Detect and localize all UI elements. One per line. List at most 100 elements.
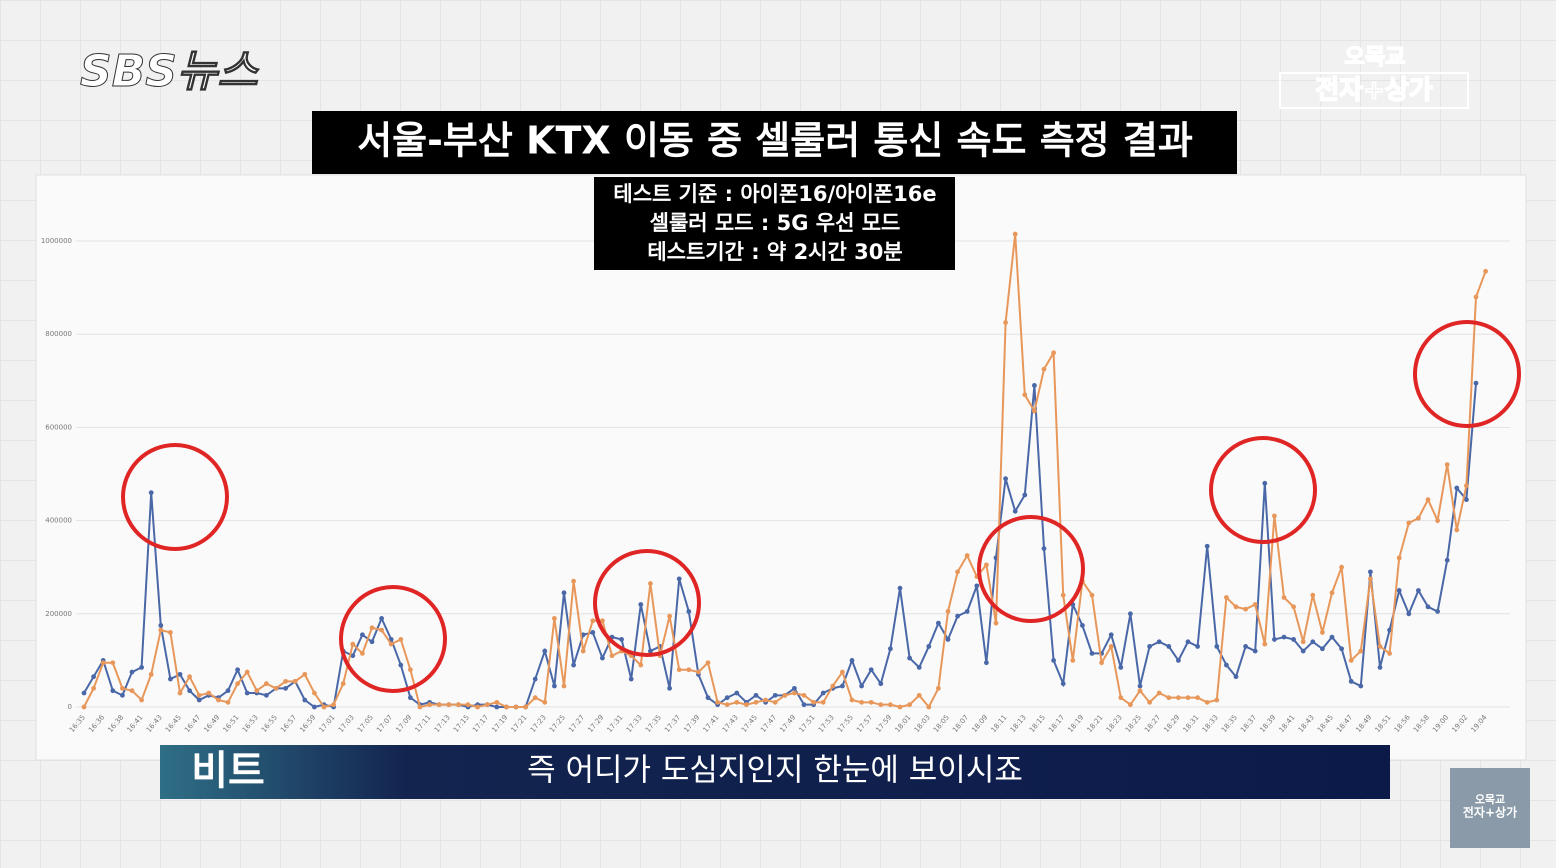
data-point bbox=[1377, 644, 1383, 649]
data-point bbox=[340, 681, 346, 687]
data-point bbox=[196, 697, 202, 703]
data-point bbox=[600, 655, 605, 661]
data-point bbox=[196, 692, 202, 698]
data-point bbox=[552, 616, 557, 621]
data-point bbox=[523, 704, 528, 710]
data-point bbox=[177, 671, 183, 677]
data-point bbox=[792, 685, 797, 691]
data-point bbox=[1060, 592, 1066, 598]
data-point bbox=[1281, 595, 1287, 600]
data-point bbox=[1185, 639, 1191, 645]
data-point bbox=[244, 669, 250, 675]
data-point bbox=[724, 695, 730, 701]
data-point bbox=[1406, 520, 1412, 526]
data-point bbox=[206, 690, 212, 696]
data-point bbox=[168, 630, 173, 635]
channel-name: 전자+상가 bbox=[1315, 76, 1433, 106]
data-point bbox=[177, 690, 183, 696]
data-point bbox=[628, 676, 634, 682]
data-point bbox=[542, 699, 548, 705]
data-point bbox=[772, 699, 778, 705]
data-point bbox=[1128, 702, 1133, 708]
data-point bbox=[1262, 641, 1268, 647]
data-point bbox=[926, 644, 932, 649]
data-point bbox=[1435, 609, 1440, 614]
data-point bbox=[897, 704, 903, 710]
data-point bbox=[705, 695, 711, 701]
highlight-circle bbox=[1209, 436, 1317, 544]
data-point bbox=[398, 662, 404, 668]
data-point bbox=[600, 618, 605, 624]
data-point bbox=[292, 678, 298, 684]
data-point bbox=[763, 697, 768, 703]
data-point bbox=[1368, 576, 1373, 582]
data-point bbox=[408, 695, 413, 701]
data-point bbox=[1156, 690, 1162, 696]
data-point bbox=[868, 667, 874, 673]
data-point bbox=[1060, 681, 1066, 687]
data-point bbox=[984, 660, 989, 666]
data-point bbox=[792, 690, 797, 696]
data-point bbox=[1358, 648, 1364, 654]
data-point bbox=[1041, 546, 1047, 551]
data-point bbox=[705, 660, 711, 666]
data-point bbox=[1396, 555, 1402, 561]
highlight-circle bbox=[593, 549, 701, 657]
y-tick-label: 1000000 bbox=[41, 237, 72, 245]
data-point bbox=[1310, 592, 1316, 598]
data-point bbox=[734, 690, 740, 696]
data-point bbox=[1204, 543, 1210, 549]
data-point bbox=[801, 692, 807, 698]
data-point bbox=[696, 669, 701, 675]
data-point bbox=[859, 683, 864, 689]
data-point bbox=[580, 648, 586, 654]
thumbnail bbox=[1450, 768, 1530, 848]
data-point bbox=[1185, 695, 1191, 701]
data-point bbox=[648, 648, 653, 654]
data-point bbox=[504, 704, 509, 710]
data-point bbox=[484, 702, 490, 708]
data-point bbox=[408, 667, 413, 673]
caption-text: 즉 어디가 도심지인지 한눈에 보이시죠 bbox=[527, 753, 1023, 789]
highlight-circle bbox=[339, 585, 447, 693]
data-point bbox=[561, 683, 567, 689]
data-point bbox=[811, 699, 816, 705]
data-point bbox=[91, 674, 96, 680]
data-point bbox=[1387, 627, 1392, 633]
data-point bbox=[945, 609, 951, 614]
data-point bbox=[1416, 588, 1421, 593]
data-point bbox=[388, 641, 394, 647]
data-point bbox=[1147, 699, 1152, 705]
data-point bbox=[830, 683, 836, 689]
data-point bbox=[648, 581, 653, 586]
subtitle: 셀룰러 모드 : 5G 우선 모드 bbox=[650, 211, 901, 235]
data-point bbox=[772, 692, 778, 698]
highlight-circle bbox=[977, 515, 1085, 623]
data-point bbox=[1243, 644, 1248, 649]
data-point bbox=[110, 660, 116, 666]
data-point bbox=[686, 609, 692, 614]
data-point bbox=[398, 637, 404, 642]
data-point bbox=[379, 616, 384, 621]
data-point bbox=[638, 662, 644, 668]
data-point bbox=[350, 641, 356, 647]
data-point bbox=[1176, 695, 1181, 701]
data-point bbox=[1291, 637, 1296, 642]
data-point bbox=[369, 639, 375, 645]
data-point bbox=[1108, 644, 1114, 649]
data-point bbox=[456, 702, 461, 708]
data-point bbox=[1252, 602, 1258, 607]
data-point bbox=[849, 658, 855, 663]
data-point bbox=[1444, 557, 1450, 563]
data-point bbox=[1473, 294, 1479, 300]
data-point bbox=[571, 578, 576, 584]
thumbnail-text: 오목교 bbox=[1475, 793, 1505, 806]
data-point bbox=[878, 681, 884, 687]
data-point bbox=[1368, 569, 1373, 575]
data-point bbox=[1348, 678, 1354, 684]
data-point bbox=[1051, 350, 1056, 356]
data-point bbox=[475, 704, 480, 710]
data-point bbox=[312, 690, 317, 696]
data-point bbox=[129, 688, 135, 694]
data-point bbox=[897, 585, 903, 591]
